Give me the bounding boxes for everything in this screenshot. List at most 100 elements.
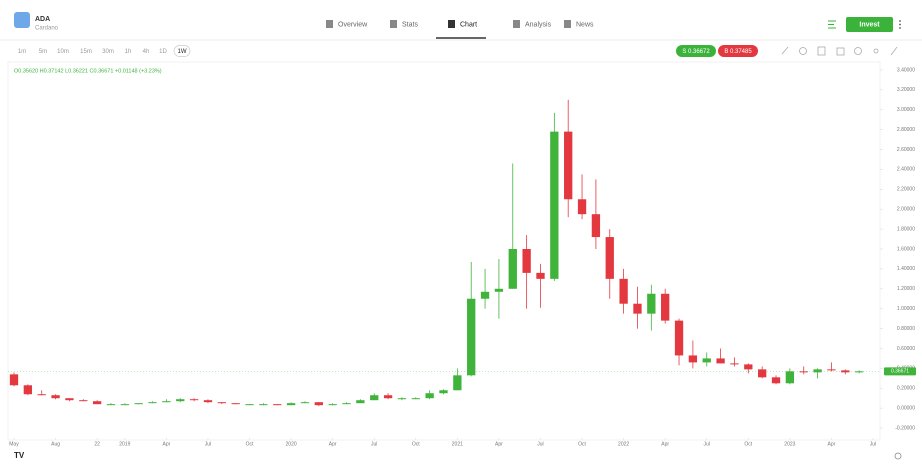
candle-body <box>120 404 129 406</box>
candle-body <box>758 369 767 378</box>
tab-icon <box>390 20 397 28</box>
candle-body <box>176 399 185 402</box>
candle-body <box>314 402 323 406</box>
timeframe-active <box>173 45 191 57</box>
candle-body <box>328 404 337 406</box>
sell-pill[interactable] <box>676 45 716 57</box>
share-tool[interactable] <box>873 48 879 54</box>
candle-body <box>688 355 698 363</box>
tab-icon <box>448 20 455 28</box>
tab[interactable]: Analysis <box>525 21 552 28</box>
invest-button[interactable] <box>846 17 893 32</box>
candle-body <box>106 404 116 406</box>
buy-pill[interactable] <box>718 45 758 57</box>
candle-body <box>564 131 573 200</box>
x-tick-label: Oct <box>744 441 752 447</box>
y-tick-label: 2.60000 <box>897 147 915 153</box>
timeframe[interactable]: 5m <box>39 49 47 55</box>
asset-name: Cardano <box>35 26 59 32</box>
candle-body <box>577 199 587 215</box>
x-tick-label: 2023 <box>784 441 795 447</box>
asset-symbol: ADA <box>35 16 50 23</box>
x-tick-label: Apr <box>329 441 337 447</box>
y-tick-label: 3.40000 <box>897 67 915 73</box>
buy-price[interactable]: B 0.37485 <box>724 49 752 55</box>
candle-body <box>480 291 490 299</box>
y-tick-label: 1.60000 <box>897 246 915 252</box>
ohlc-legend: O0.35620 H0.37142 L0.36221 C0.36671 +0.0… <box>14 68 162 74</box>
timeframe[interactable]: 15m <box>80 49 92 55</box>
fullscreen-tool[interactable] <box>890 46 898 56</box>
x-tick-label: Oct <box>246 441 254 447</box>
candle-body <box>744 364 753 370</box>
timeframe[interactable]: 30m <box>102 49 114 55</box>
last-price-label: 0.36671 <box>891 369 909 375</box>
x-tick-label: Oct <box>412 441 420 447</box>
candle-body <box>342 403 351 405</box>
indicator-tool[interactable] <box>817 46 826 56</box>
tab-icon <box>513 20 520 28</box>
timeframe[interactable]: 1W <box>178 49 187 55</box>
dot <box>899 27 901 29</box>
timeframe[interactable]: 10m <box>57 49 69 55</box>
reset-icon[interactable] <box>894 452 902 460</box>
settings-tool[interactable] <box>799 47 807 55</box>
candle-body <box>827 369 836 371</box>
y-tick-label: 1.20000 <box>897 286 915 292</box>
candle-body <box>245 404 254 406</box>
candle-body <box>730 363 739 365</box>
tab[interactable]: News <box>576 21 594 28</box>
chart-tools <box>781 46 898 56</box>
y-tick-label: 0.20000 <box>897 386 915 392</box>
timeframe[interactable]: 1h <box>125 49 132 55</box>
menu-icon[interactable] <box>828 20 836 29</box>
candle-body <box>439 390 448 394</box>
tab[interactable]: Overview <box>338 21 368 28</box>
candle-body <box>259 404 268 406</box>
y-tick-label: 0.60000 <box>897 346 915 352</box>
candle-body <box>467 298 476 376</box>
candle-body <box>522 249 531 273</box>
candle-body <box>661 293 670 321</box>
x-tick-label: Jul <box>371 441 377 447</box>
candle-body <box>134 403 143 405</box>
x-tick-label: Jul <box>870 441 876 447</box>
invest-label[interactable]: Invest <box>859 21 880 28</box>
x-tick-label: Jul <box>537 441 543 447</box>
y-tick-label: 0.80000 <box>897 326 915 332</box>
y-tick-label: -0.20000 <box>895 425 915 431</box>
candle-body <box>536 272 545 279</box>
candle-body <box>453 375 462 391</box>
candle-body <box>508 249 517 289</box>
tab[interactable]: Stats <box>402 21 418 28</box>
candle-body <box>550 131 559 279</box>
x-tick-label: Jul <box>205 441 211 447</box>
tradingview-logo: TV <box>14 451 25 460</box>
dot <box>899 23 901 26</box>
x-tick-label: Apr <box>495 441 503 447</box>
timeframe[interactable]: 4h <box>143 49 150 55</box>
timeframe[interactable]: 1D <box>159 49 167 55</box>
candle-body <box>203 400 213 403</box>
candle-body <box>51 395 60 399</box>
x-tick-label: Apr <box>163 441 171 447</box>
x-tick-label: May <box>9 441 19 447</box>
add-tool[interactable] <box>854 47 862 55</box>
candle-body <box>356 400 365 404</box>
x-tick-label: 2021 <box>452 441 463 447</box>
draw-tool[interactable] <box>781 46 789 55</box>
y-tick-label: 1.80000 <box>897 226 915 232</box>
timeframe[interactable]: 1m <box>18 49 26 55</box>
tab[interactable]: Chart <box>460 21 477 28</box>
candle-body <box>619 278 628 304</box>
sell-price[interactable]: S 0.36672 <box>682 49 710 55</box>
candle-body <box>189 399 199 401</box>
y-tick-label: 2.40000 <box>897 167 915 173</box>
candle-body <box>494 288 504 292</box>
candle-body <box>716 358 725 364</box>
compare-tool[interactable] <box>836 47 845 56</box>
candle-body <box>300 402 310 404</box>
more-menu[interactable] <box>899 20 901 29</box>
candle-body <box>148 402 157 404</box>
